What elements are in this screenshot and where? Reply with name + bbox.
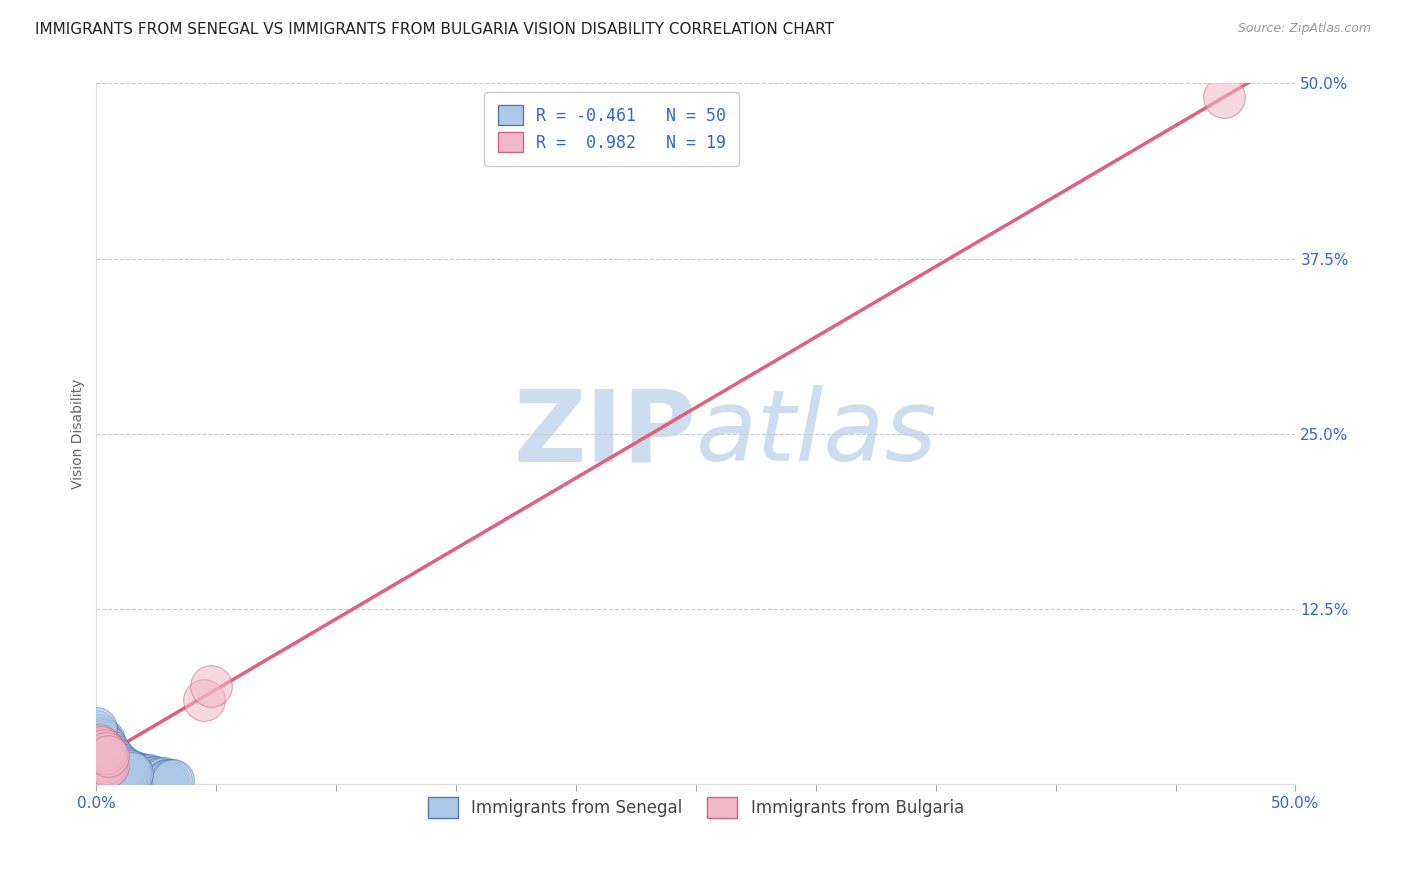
- Point: [101, 750, 124, 764]
- Point: [142, 770, 165, 784]
- Point: [94, 741, 117, 756]
- Point: [104, 755, 127, 769]
- Point: [110, 758, 132, 772]
- Legend: Immigrants from Senegal, Immigrants from Bulgaria: Immigrants from Senegal, Immigrants from…: [422, 790, 970, 824]
- Point: [141, 770, 163, 784]
- Point: [93, 736, 115, 750]
- Text: IMMIGRANTS FROM SENEGAL VS IMMIGRANTS FROM BULGARIA VISION DISABILITY CORRELATIO: IMMIGRANTS FROM SENEGAL VS IMMIGRANTS FR…: [35, 22, 834, 37]
- Point: [97, 758, 120, 772]
- Point: [104, 753, 127, 767]
- Point: [97, 748, 120, 763]
- Point: [93, 757, 115, 772]
- Point: [159, 772, 181, 787]
- Point: [94, 746, 117, 760]
- Point: [110, 757, 132, 772]
- Point: [86, 723, 108, 738]
- Point: [114, 761, 136, 775]
- Point: [111, 760, 134, 774]
- Point: [86, 748, 108, 763]
- Point: [117, 763, 139, 777]
- Y-axis label: Vision Disability: Vision Disability: [72, 378, 86, 489]
- Point: [90, 740, 112, 755]
- Point: [193, 692, 215, 706]
- Point: [87, 731, 110, 746]
- Point: [131, 767, 153, 781]
- Text: atlas: atlas: [696, 385, 938, 482]
- Point: [117, 763, 139, 777]
- Point: [150, 771, 173, 785]
- Point: [100, 748, 122, 763]
- Point: [86, 741, 108, 756]
- Point: [87, 751, 110, 765]
- Point: [97, 746, 120, 760]
- Point: [94, 756, 117, 770]
- Point: [111, 760, 134, 774]
- Point: [94, 760, 117, 774]
- Point: [97, 743, 120, 757]
- Text: Source: ZipAtlas.com: Source: ZipAtlas.com: [1237, 22, 1371, 36]
- Point: [101, 751, 124, 765]
- Point: [93, 733, 115, 747]
- Point: [118, 764, 141, 778]
- Point: [157, 772, 180, 787]
- Point: [100, 747, 122, 762]
- Point: [152, 771, 174, 785]
- Point: [87, 738, 110, 752]
- Point: [124, 765, 146, 780]
- Point: [90, 755, 112, 769]
- Point: [93, 743, 115, 757]
- Point: [148, 771, 170, 785]
- Point: [134, 768, 156, 782]
- Point: [155, 772, 177, 787]
- Point: [94, 739, 117, 753]
- Point: [87, 728, 110, 742]
- Point: [90, 750, 112, 764]
- Point: [162, 772, 184, 787]
- Point: [121, 764, 143, 778]
- Point: [121, 765, 143, 780]
- Point: [200, 679, 222, 693]
- Point: [138, 768, 160, 782]
- Point: [86, 721, 108, 735]
- Point: [114, 761, 136, 775]
- Point: [93, 738, 115, 752]
- Point: [128, 767, 150, 781]
- Point: [127, 765, 149, 780]
- Point: [1212, 90, 1234, 104]
- Point: [107, 756, 129, 770]
- Point: [93, 753, 115, 767]
- Point: [135, 768, 157, 782]
- Text: ZIP: ZIP: [513, 385, 696, 482]
- Point: [118, 764, 141, 778]
- Point: [90, 731, 112, 745]
- Point: [107, 756, 129, 770]
- Point: [145, 770, 167, 784]
- Point: [87, 746, 110, 760]
- Point: [90, 735, 112, 749]
